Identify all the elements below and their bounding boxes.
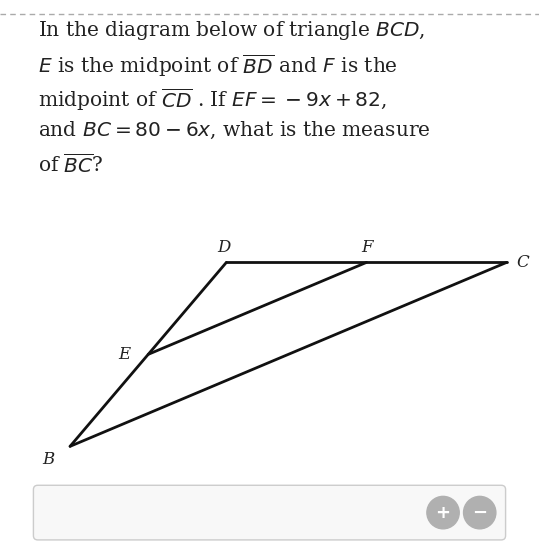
Text: midpoint of $\overline{CD}$ . If $EF = -9x + 82$,: midpoint of $\overline{CD}$ . If $EF = -… [38,86,386,113]
Text: E: E [118,346,130,363]
Circle shape [464,497,496,529]
Text: of $\overline{BC}$?: of $\overline{BC}$? [38,153,103,176]
Text: +: + [436,504,451,522]
Text: F: F [361,239,372,256]
Text: D: D [217,239,230,256]
Text: B: B [43,451,54,469]
Circle shape [427,497,459,529]
Text: In the diagram below of triangle $BCD$,: In the diagram below of triangle $BCD$, [38,19,425,42]
FancyBboxPatch shape [33,485,506,540]
Text: −: − [472,504,487,522]
Text: $E$ is the midpoint of $\overline{BD}$ and $F$ is the: $E$ is the midpoint of $\overline{BD}$ a… [38,52,398,80]
Text: and $BC = 80 - 6x$, what is the measure: and $BC = 80 - 6x$, what is the measure [38,120,430,141]
Text: C: C [516,254,529,271]
